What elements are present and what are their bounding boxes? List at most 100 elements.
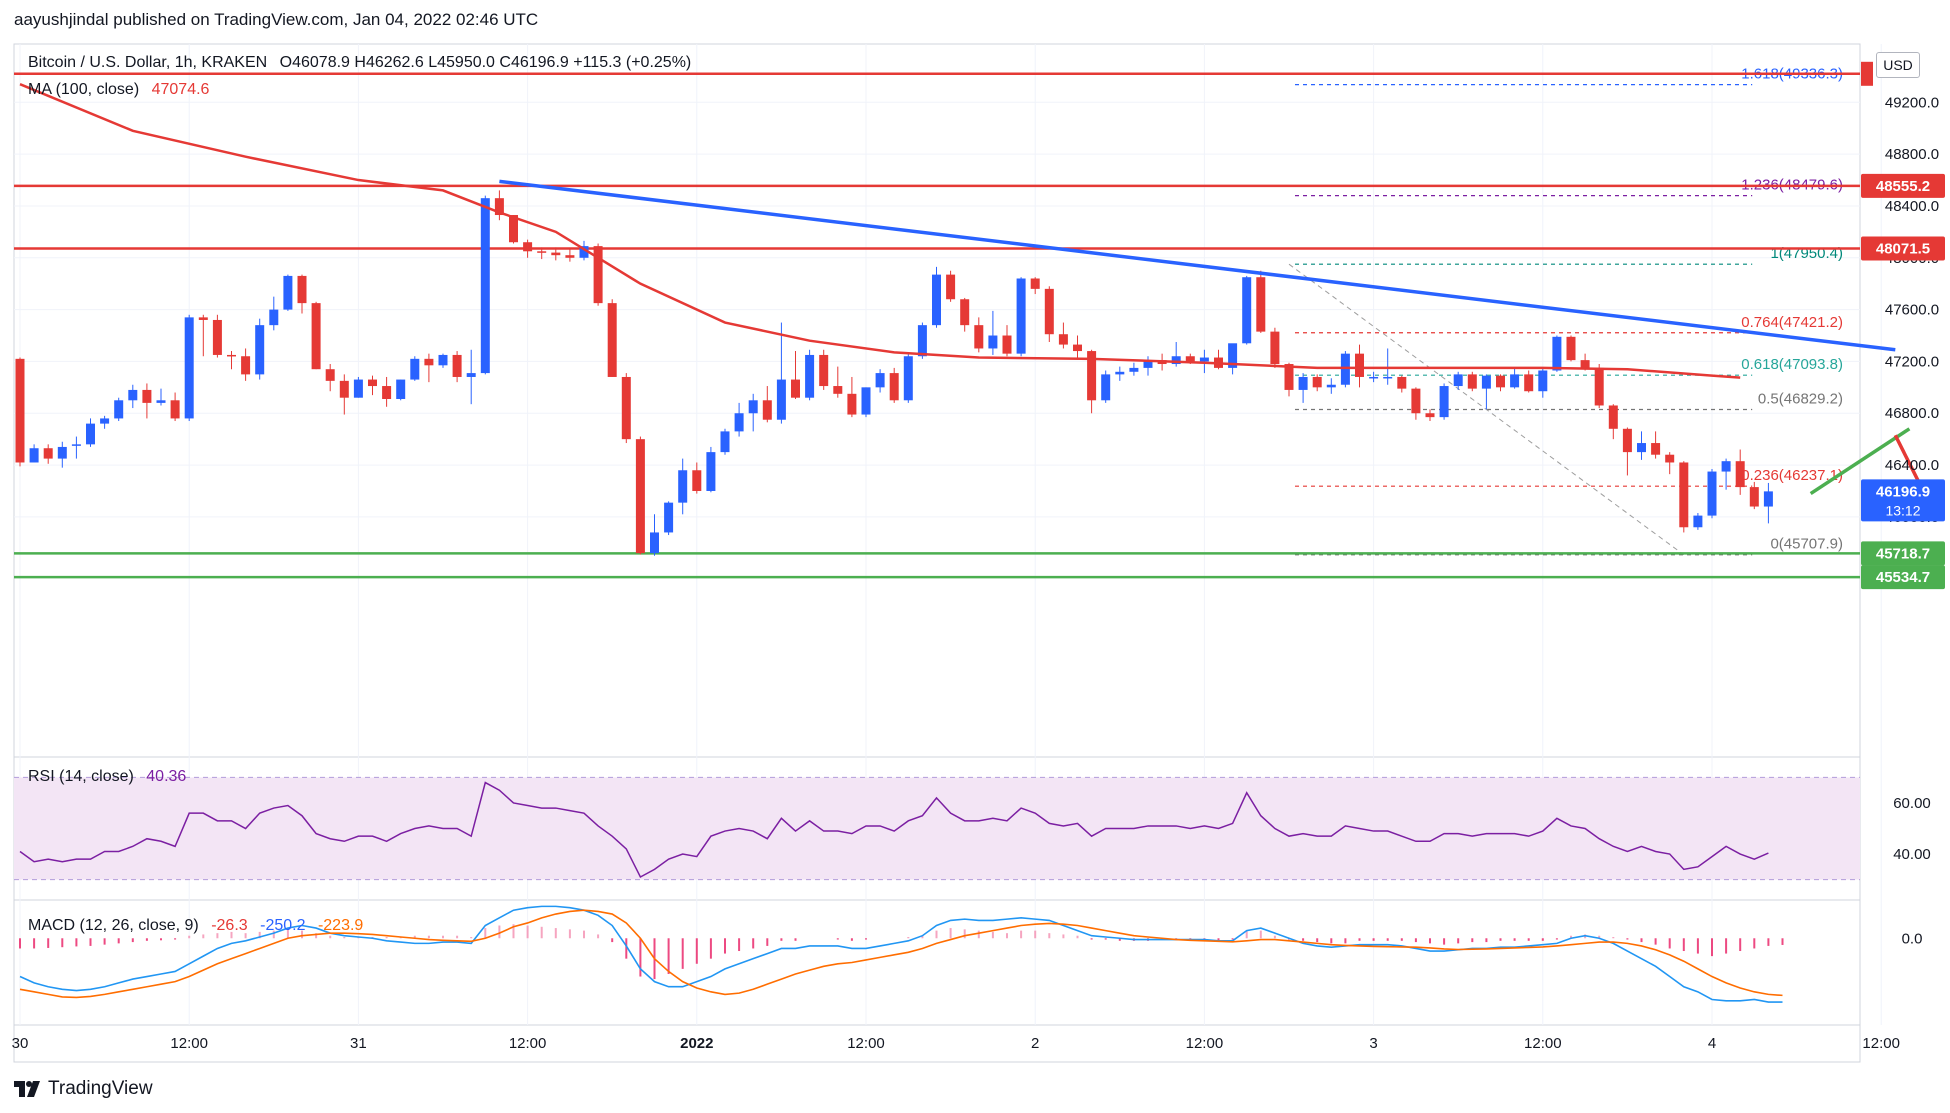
candle-body <box>650 532 659 554</box>
candle-body <box>1496 375 1505 388</box>
price-badge-label: 48555.2 <box>1876 178 1930 195</box>
candle-body <box>1101 374 1111 401</box>
candle-body <box>325 369 335 381</box>
fib-level-label: 0(45707.9) <box>1770 536 1843 553</box>
macd-label: MACD (12, 26, close, 9) <box>28 917 199 934</box>
candle-body <box>269 309 279 326</box>
ohlc-values: O46078.9 H46262.6 L45950.0 C46196.9 +115… <box>279 54 692 71</box>
candle-body <box>170 400 180 419</box>
candlesticks <box>15 190 1773 556</box>
price-badge <box>1861 565 1945 590</box>
fib-anchor-line <box>1288 263 1685 556</box>
candle-body <box>621 376 631 440</box>
candle-body <box>1073 344 1082 352</box>
candle-body <box>1355 353 1364 377</box>
candle-body <box>1566 336 1576 361</box>
candle-body <box>255 325 265 375</box>
candle-body <box>1087 351 1097 401</box>
candle-body <box>1594 367 1604 406</box>
price-badge <box>1861 236 1945 261</box>
candle-body <box>1129 367 1139 372</box>
price-badge-label: 45718.7 <box>1876 545 1930 562</box>
macd-hist-value: -26.3 <box>211 917 248 934</box>
candle-body <box>762 400 772 420</box>
time-tick-label: 2022 <box>680 1035 713 1052</box>
candle-body <box>720 431 730 453</box>
candle-body <box>1467 374 1477 389</box>
candle-body <box>198 317 208 320</box>
candle-body <box>1143 360 1153 368</box>
candle-body <box>283 275 293 310</box>
price-tick-label: 48800.0 <box>1885 146 1939 163</box>
candle-body <box>1637 443 1646 453</box>
price-badges: 48555.2 48071.5 46196.9 13:12 45718.7 45534.7 <box>1861 61 1945 590</box>
price-tick-label: 48400.0 <box>1885 198 1939 215</box>
scenario-arrow <box>1809 427 1911 496</box>
candle-body <box>1763 491 1773 507</box>
candle-body <box>1439 386 1449 418</box>
candle-body <box>1115 371 1125 375</box>
candle-body <box>1538 370 1548 392</box>
macd-pane: 0.0 <box>19 905 1923 1003</box>
price-badge-countdown: 13:12 <box>1885 502 1920 518</box>
candle-body <box>678 470 688 503</box>
candle-body <box>748 400 758 414</box>
candle-body <box>1622 428 1632 453</box>
rsi-band <box>14 777 1860 880</box>
candle-body <box>466 373 476 377</box>
candle-body <box>29 448 39 463</box>
rsi-legend[interactable]: RSI (14, close) 40.36 <box>28 768 186 786</box>
publisher-caption: aayushjindal published on TradingView.co… <box>14 10 539 29</box>
candle-body <box>791 379 800 398</box>
candle-body <box>43 448 53 459</box>
candle-body <box>1298 376 1308 390</box>
candle-body <box>100 418 110 424</box>
price-badge <box>1861 541 1945 566</box>
candle-body <box>861 387 871 415</box>
candle-body <box>664 502 674 533</box>
moving-average-line <box>19 83 1741 379</box>
candle-body <box>382 386 392 399</box>
candle-body <box>1171 356 1181 365</box>
time-tick-label: 12:00 <box>847 1035 885 1052</box>
time-tick-label: 31 <box>350 1035 367 1052</box>
candle-body <box>1665 454 1675 463</box>
price-tick-label: 47200.0 <box>1885 353 1939 370</box>
rsi-tick-label: 40.00 <box>1893 846 1931 863</box>
candle-body <box>974 325 984 349</box>
time-tick-label: 12:00 <box>170 1035 208 1052</box>
candle-body <box>71 444 81 446</box>
candle-body <box>946 274 956 300</box>
candle-body <box>1651 443 1661 455</box>
time-tick-label: 4 <box>1708 1035 1716 1052</box>
candle-body <box>960 299 970 326</box>
time-tick-label: 3 <box>1369 1035 1377 1052</box>
candle-body <box>847 393 857 415</box>
candle-body <box>1425 413 1435 418</box>
fib-level-label: 0.236(46237.1) <box>1741 467 1843 484</box>
candle-body <box>1481 375 1491 389</box>
candle-body <box>833 386 843 394</box>
candle-body <box>1383 376 1393 379</box>
candle-body <box>297 275 307 304</box>
time-tick-label: 12:00 <box>1186 1035 1224 1052</box>
tradingview-logo[interactable]: TradingView <box>14 1078 153 1100</box>
macd-tick-label: 0.0 <box>1902 930 1923 947</box>
time-tick-label: 12:00 <box>509 1035 547 1052</box>
candle-body <box>1510 374 1520 388</box>
symbol-legend: Bitcoin / U.S. Dollar, 1h, KRAKEN O46078… <box>28 54 691 72</box>
macd-legend[interactable]: MACD (12, 26, close, 9) -26.3 -250.2 -22… <box>28 917 363 935</box>
macd-signal-line <box>19 909 1783 999</box>
candle-body <box>494 198 504 216</box>
rsi-line <box>19 781 1769 879</box>
currency-button[interactable]: USD <box>1876 52 1920 78</box>
macd-line-value: -250.2 <box>260 917 306 934</box>
candle-body <box>1552 336 1562 371</box>
candle-body <box>1185 356 1195 362</box>
price-badge <box>1861 173 1945 198</box>
candle-body <box>551 252 561 256</box>
ma-legend[interactable]: MA (100, close) 47074.6 <box>28 81 209 99</box>
candle-body <box>875 373 885 388</box>
candle-body <box>1679 462 1689 528</box>
